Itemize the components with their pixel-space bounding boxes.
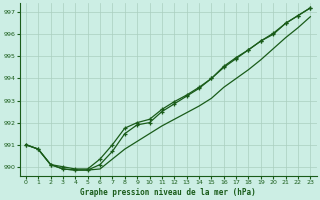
X-axis label: Graphe pression niveau de la mer (hPa): Graphe pression niveau de la mer (hPa) <box>80 188 256 197</box>
